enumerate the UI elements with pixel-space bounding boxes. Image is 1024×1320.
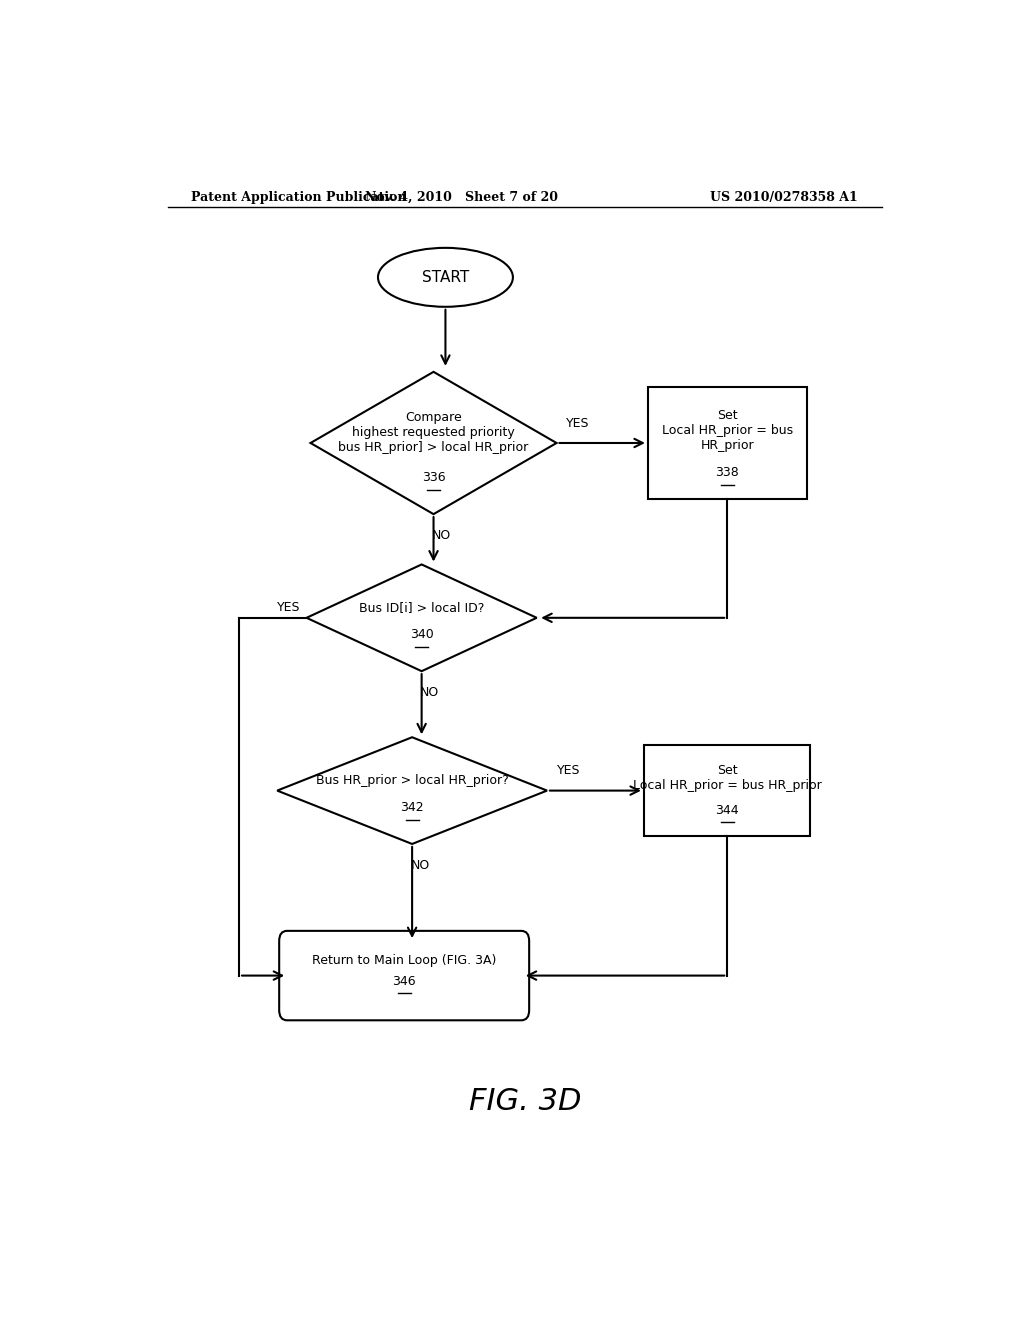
Text: YES: YES	[566, 417, 590, 430]
Text: Nov. 4, 2010   Sheet 7 of 20: Nov. 4, 2010 Sheet 7 of 20	[365, 190, 558, 203]
Text: Bus HR_prior > local HR_prior?: Bus HR_prior > local HR_prior?	[315, 774, 509, 787]
Text: 342: 342	[400, 801, 424, 814]
Text: FIG. 3D: FIG. 3D	[469, 1088, 581, 1117]
Text: NO: NO	[420, 686, 439, 700]
Text: Compare
highest requested priority
bus HR_prior] > local HR_prior: Compare highest requested priority bus H…	[338, 412, 528, 454]
Text: 344: 344	[716, 804, 739, 817]
Text: NO: NO	[432, 529, 452, 543]
Text: Set
Local HR_prior = bus HR_prior: Set Local HR_prior = bus HR_prior	[633, 764, 821, 792]
Text: 340: 340	[410, 628, 433, 642]
Text: Patent Application Publication: Patent Application Publication	[191, 190, 407, 203]
Text: 346: 346	[392, 974, 416, 987]
Text: START: START	[422, 269, 469, 285]
Text: Return to Main Loop (FIG. 3A): Return to Main Loop (FIG. 3A)	[312, 954, 497, 966]
Text: US 2010/0278358 A1: US 2010/0278358 A1	[711, 190, 858, 203]
Text: NO: NO	[411, 859, 430, 873]
Text: YES: YES	[557, 764, 580, 777]
Text: Set
Local HR_prior = bus
HR_prior: Set Local HR_prior = bus HR_prior	[662, 409, 793, 453]
Text: YES: YES	[276, 601, 300, 614]
Text: Bus ID[i] > local ID?: Bus ID[i] > local ID?	[359, 601, 484, 614]
Text: 338: 338	[716, 466, 739, 479]
Text: 336: 336	[422, 471, 445, 484]
